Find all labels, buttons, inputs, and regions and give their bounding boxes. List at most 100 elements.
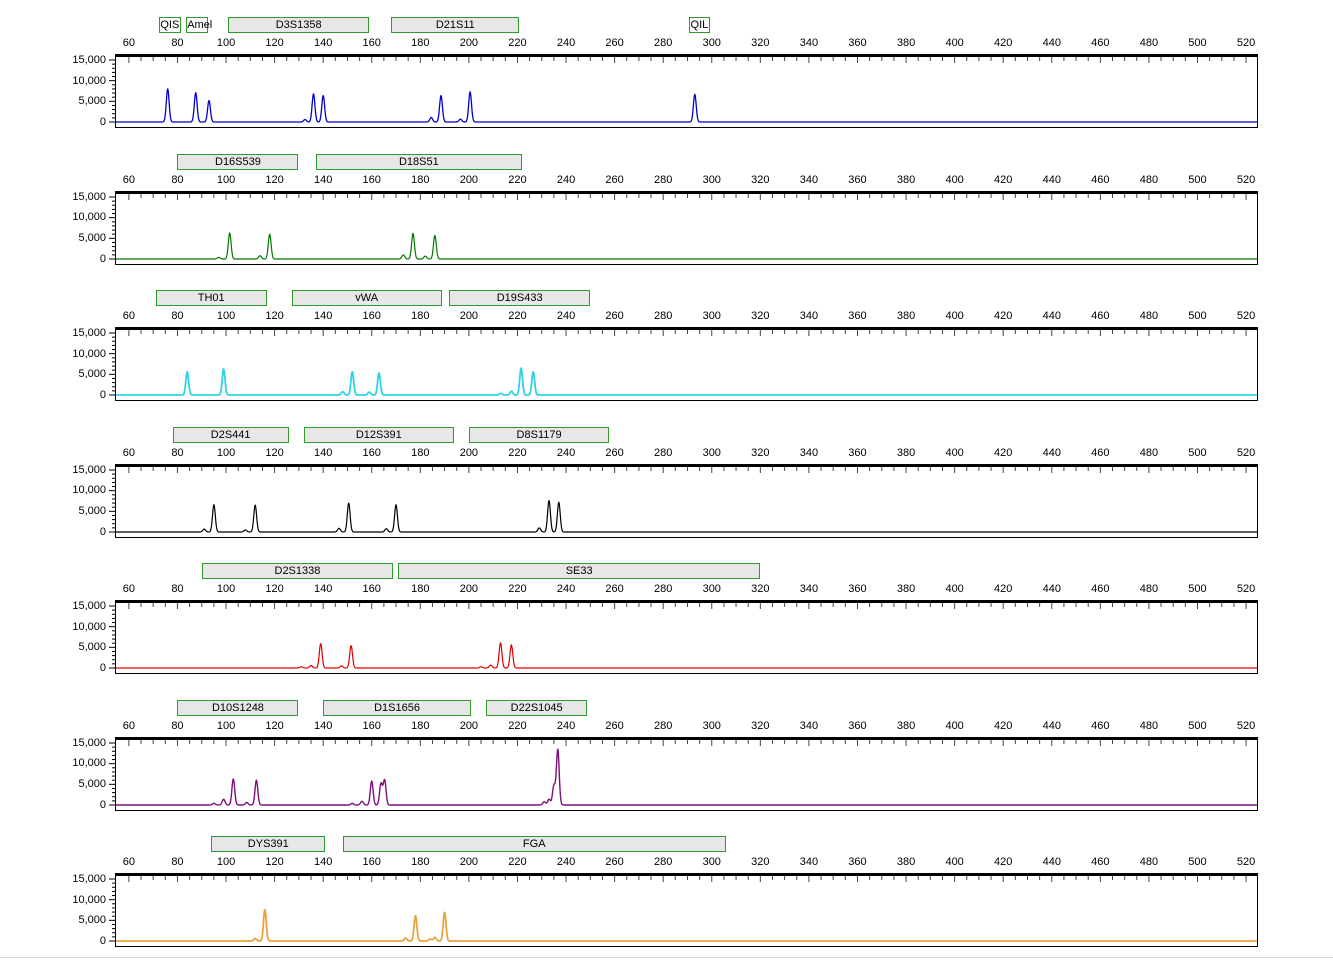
x-axis-tick-label: 340 [799,856,819,868]
x-axis-tick-label: 360 [848,856,867,868]
x-axis-tick-label: 440 [1042,173,1061,186]
x-axis-tick-label: 200 [459,37,479,49]
y-axis-tick-label: 5,000 [78,641,106,654]
x-axis-tick-label: 60 [122,173,135,186]
x-axis-tick-label: 160 [362,310,381,322]
plot-area-red[interactable] [115,600,1258,674]
x-axis-tick-label: 60 [122,719,135,732]
x-axis-tick-label: 480 [1139,446,1159,459]
x-axis-tick-label: 400 [945,173,964,186]
y-axis-tick-label: 0 [99,525,106,538]
marker-box-vwa[interactable]: vWA [291,290,442,306]
y-axis-tick-label: 10,000 [72,211,106,224]
x-axis-tick-label: 100 [216,719,236,732]
marker-box-d21s11[interactable]: D21S11 [391,17,520,33]
marker-box-d22s1045[interactable]: D22S1045 [485,699,588,716]
trace-plot [116,603,1257,669]
x-axis-tick-label: 220 [508,310,527,322]
dye-panel-blue: QIS Amel D3S1358 D21S11 QIL 60 80 100 120 140 160 1… [0,10,1333,146]
x-axis-tick-label: 420 [994,173,1013,186]
marker-box-d1s1656[interactable]: D1S1656 [323,699,471,716]
x-axis-tick-label: 420 [994,37,1013,49]
x-axis-tick-label: 160 [362,719,381,732]
x-axis-tick-label: 300 [702,173,721,186]
x-axis-tick-label: 500 [1188,446,1207,459]
marker-box-d10s1248[interactable]: D10S1248 [177,699,299,716]
x-axis-tick-label: 240 [556,446,576,459]
x-axis-tick-label: 240 [556,856,576,868]
x-axis-tick-label: 280 [653,173,673,186]
x-axis-tick-label: 80 [171,719,184,732]
x-axis-tick-label: 260 [605,37,624,49]
plot-area-blue[interactable] [115,54,1258,128]
plot-area-orange[interactable] [115,873,1258,947]
x-axis-tick-label: 240 [556,719,576,732]
y-axis-tick-label: 15,000 [72,463,106,476]
x-axis-tick-label: 100 [216,856,236,868]
electropherogram-trace-green [116,231,1257,260]
x-axis-tick-label: 320 [751,446,770,459]
x-axis-tick-label: 480 [1139,856,1159,868]
y-axis-tick-label: 5,000 [78,368,106,381]
marker-box-fga[interactable]: FGA [342,836,726,852]
x-axis-tick-label: 380 [896,583,916,595]
marker-box-d2s441[interactable]: D2S441 [172,426,289,443]
x-axis-tick-label: 120 [265,173,284,186]
x-axis-tick-label: 500 [1188,37,1207,49]
x-axis-tick-label: 500 [1188,719,1207,732]
x-axis-tick-label: 60 [122,856,135,868]
marker-box-d12s391[interactable]: D12S391 [303,426,454,443]
marker-box-d19s433[interactable]: D19S433 [449,290,590,306]
x-axis-tick-label: 440 [1042,310,1061,322]
x-axis-tick-label: 400 [945,719,964,732]
y-axis-tick-label: 0 [99,389,106,401]
x-axis-tick-label: 200 [459,173,479,186]
plot-area-green[interactable] [115,190,1258,265]
x-axis-tick-label: 200 [459,446,479,459]
x-axis-tick-label: 140 [313,719,333,732]
marker-box-dys391[interactable]: DYS391 [211,836,326,852]
x-axis-tick-label: 180 [411,37,430,49]
x-axis-tick-label: 60 [122,583,135,595]
x-axis-tick-label: 120 [265,446,284,459]
marker-box-qil[interactable]: QIL [688,17,711,33]
x-axis-tick-label: 520 [1236,856,1256,868]
marker-box-th01[interactable]: TH01 [155,290,267,306]
x-axis-tick-label: 60 [122,446,135,459]
marker-box-d18s51[interactable]: D18S51 [315,153,522,170]
x-axis-tick-label: 320 [751,310,770,322]
plot-area-black[interactable] [115,463,1258,538]
marker-box-d2s1338[interactable]: D2S1338 [201,563,394,579]
y-axis-tick-label: 5,000 [78,914,106,927]
y-axis-tick-label: 10,000 [72,347,106,360]
marker-box-d3s1358[interactable]: D3S1358 [228,17,369,33]
x-axis-tick-label: 160 [362,37,381,49]
x-axis-tick-label: 220 [508,173,527,186]
x-axis-tick-label: 380 [896,37,916,49]
marker-box-amel[interactable]: Amel [186,17,213,33]
x-axis-tick-label: 340 [799,583,819,595]
x-axis-tick-label: 200 [459,856,479,868]
dye-panel-red: D2S1338 SE33 60 80 100 120 140 160 180 200 220 240 2… [0,556,1333,692]
marker-box-se33[interactable]: SE33 [398,563,760,579]
y-axis-ticks [109,742,115,805]
marker-box-qis[interactable]: QIS [158,17,181,33]
x-axis-tick-label: 440 [1042,446,1061,459]
x-axis-tick-label: 180 [411,856,430,868]
marker-box-d8s1179[interactable]: D8S1179 [468,426,610,443]
x-axis-tick-label: 500 [1188,173,1207,186]
x-axis-tick-label: 460 [1091,173,1110,186]
x-axis-tick-label: 200 [459,719,479,732]
plot-area-purple[interactable] [115,736,1258,811]
y-axis-tick-label: 10,000 [72,74,106,87]
x-axis-tick-label: 100 [216,583,236,595]
plot-area-cyan[interactable] [115,327,1258,401]
x-axis-tick-label: 100 [216,310,236,322]
x-axis-tick-label: 460 [1091,446,1110,459]
x-axis-tick-label: 160 [362,173,381,186]
electropherogram-trace-black [116,499,1257,533]
x-axis-tick-label: 220 [508,719,527,732]
x-axis-tick-label: 180 [411,719,430,732]
marker-box-d16s539[interactable]: D16S539 [177,153,299,170]
x-axis-tick-label: 140 [313,310,333,322]
